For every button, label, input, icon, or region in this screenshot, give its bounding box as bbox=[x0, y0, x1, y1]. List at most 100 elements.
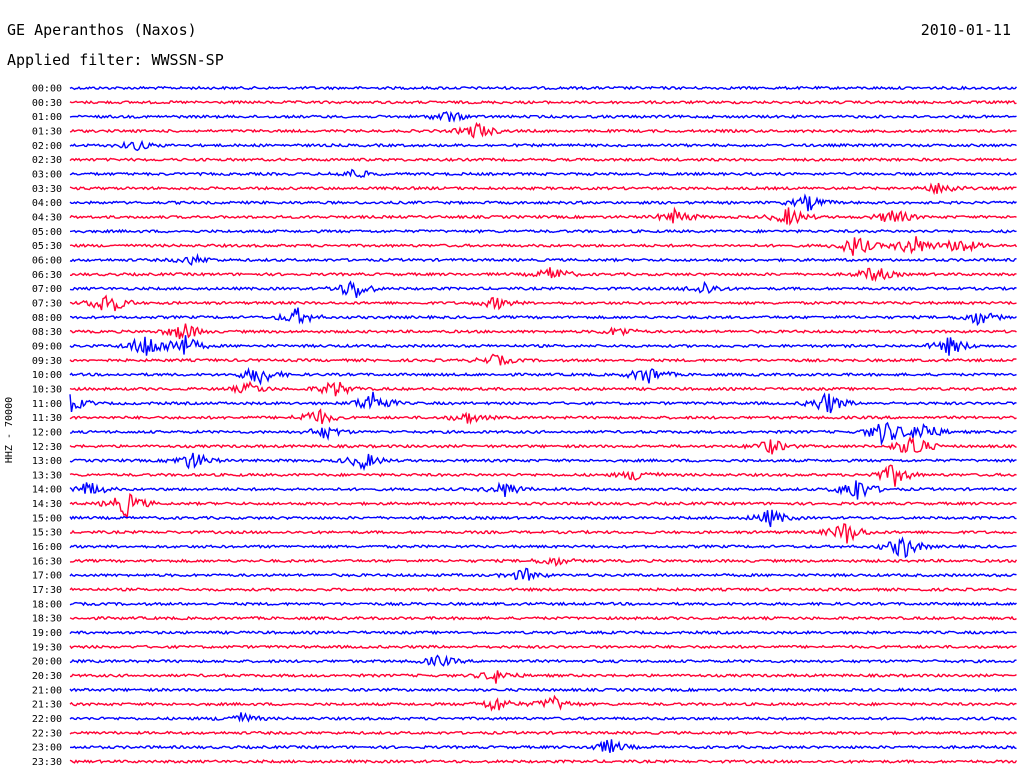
trace-row-1630 bbox=[69, 556, 1018, 568]
trace-row-0600 bbox=[69, 252, 1017, 266]
trace-row-0000 bbox=[69, 85, 1018, 91]
row-time-label: 02:00 bbox=[32, 141, 62, 152]
row-time-label: 16:00 bbox=[32, 542, 62, 553]
row-time-label: 17:00 bbox=[32, 571, 62, 582]
trace-row-1230 bbox=[69, 435, 1017, 455]
trace-row-0900 bbox=[69, 335, 1017, 356]
trace-row-1530 bbox=[70, 523, 1017, 544]
row-time-label: 11:30 bbox=[32, 413, 62, 424]
trace-row-0300 bbox=[69, 168, 1018, 179]
row-time-label: 22:30 bbox=[32, 728, 62, 739]
trace-row-1400 bbox=[69, 480, 1017, 500]
row-time-label: 23:00 bbox=[32, 743, 62, 754]
trace-row-2130 bbox=[69, 694, 1017, 712]
trace-row-0500 bbox=[69, 228, 1017, 234]
trace-row-0930 bbox=[69, 353, 1017, 366]
trace-row-2230 bbox=[69, 730, 1017, 736]
row-time-label: 03:30 bbox=[32, 184, 62, 195]
trace-row-1730 bbox=[69, 586, 1017, 593]
row-time-label: 00:00 bbox=[32, 84, 62, 95]
row-time-label: 21:30 bbox=[32, 700, 62, 711]
row-time-label: 18:30 bbox=[32, 614, 62, 625]
row-time-label: 04:30 bbox=[32, 212, 62, 223]
trace-row-2030 bbox=[69, 670, 1017, 684]
trace-row-1200 bbox=[69, 421, 1017, 447]
row-time-label: 08:30 bbox=[32, 327, 62, 338]
row-time-label: 11:00 bbox=[32, 399, 62, 410]
row-time-label: 02:30 bbox=[32, 155, 62, 166]
trace-row-1900 bbox=[69, 629, 1017, 636]
trace-row-2330 bbox=[69, 758, 1018, 764]
trace-row-2200 bbox=[69, 712, 1017, 723]
record-date: 2010-01-11 bbox=[920, 21, 1011, 39]
trace-row-1500 bbox=[69, 509, 1017, 528]
trace-row-0730 bbox=[69, 294, 1017, 312]
row-time-label: 18:00 bbox=[32, 599, 62, 610]
trace-row-1100 bbox=[69, 391, 1017, 414]
trace-row-1330 bbox=[69, 464, 1017, 487]
trace-row-1430 bbox=[69, 492, 1017, 519]
trace-row-0700 bbox=[69, 280, 1017, 298]
trace-row-0330 bbox=[69, 182, 1017, 196]
row-time-label: 15:30 bbox=[32, 528, 62, 539]
trace-row-1930 bbox=[69, 644, 1017, 650]
row-time-label: 01:00 bbox=[32, 112, 62, 123]
row-time-label: 06:00 bbox=[32, 255, 62, 266]
trace-row-0030 bbox=[69, 99, 1017, 105]
row-time-label: 13:00 bbox=[32, 456, 62, 467]
trace-row-1030 bbox=[69, 380, 1017, 397]
row-time-label: 01:30 bbox=[32, 126, 62, 137]
row-time-label: 06:30 bbox=[32, 270, 62, 281]
row-time-label: 20:30 bbox=[32, 671, 62, 682]
trace-row-1700 bbox=[69, 567, 1017, 581]
filter-label: Applied filter: WWSSN-SP bbox=[7, 51, 224, 69]
trace-row-1800 bbox=[69, 601, 1017, 607]
row-time-label: 03:00 bbox=[32, 169, 62, 180]
row-time-label: 10:00 bbox=[32, 370, 62, 381]
trace-row-1830 bbox=[69, 615, 1017, 621]
station-title: GE Aperanthos (Naxos) bbox=[7, 21, 197, 39]
trace-row-1600 bbox=[69, 536, 1017, 559]
trace-rows bbox=[69, 85, 1018, 764]
row-time-label: 15:00 bbox=[32, 513, 62, 524]
row-time-label: 09:30 bbox=[32, 356, 62, 367]
row-time-label: 09:00 bbox=[32, 341, 62, 352]
row-time-label: 19:00 bbox=[32, 628, 62, 639]
row-time-label: 07:00 bbox=[32, 284, 62, 295]
row-time-label: 12:30 bbox=[32, 442, 62, 453]
trace-row-0400 bbox=[69, 193, 1017, 212]
row-time-label: 00:30 bbox=[32, 98, 62, 109]
trace-row-2300 bbox=[69, 739, 1017, 753]
row-time-label: 20:00 bbox=[32, 657, 62, 668]
trace-row-0800 bbox=[69, 307, 1017, 327]
trace-row-0830 bbox=[69, 323, 1017, 340]
trace-row-1300 bbox=[69, 452, 1017, 472]
trace-row-0630 bbox=[70, 267, 1017, 283]
row-time-label: 07:30 bbox=[32, 298, 62, 309]
row-time-label: 10:30 bbox=[32, 384, 62, 395]
row-time-label: 19:30 bbox=[32, 642, 62, 653]
trace-row-0230 bbox=[69, 157, 1017, 163]
row-time-label: 05:30 bbox=[32, 241, 62, 252]
row-time-label: 08:00 bbox=[32, 313, 62, 324]
row-time-label: 17:30 bbox=[32, 585, 62, 596]
row-time-label: 23:30 bbox=[32, 757, 62, 768]
row-time-label: 22:00 bbox=[32, 714, 62, 725]
row-time-label: 12:00 bbox=[32, 427, 62, 438]
trace-row-0100 bbox=[69, 110, 1017, 123]
row-time-label: 04:00 bbox=[32, 198, 62, 209]
trace-row-2100 bbox=[69, 687, 1018, 693]
row-time-label: 14:00 bbox=[32, 485, 62, 496]
trace-row-0430 bbox=[69, 206, 1017, 226]
trace-row-0530 bbox=[69, 236, 1018, 256]
trace-row-0130 bbox=[69, 121, 1017, 139]
row-time-label: 16:30 bbox=[32, 556, 62, 567]
row-tick-labels: 00:00 00:30 01:00 01:30 02:00 02:30 03:00 03:30… bbox=[32, 84, 62, 769]
row-time-label: 05:00 bbox=[32, 227, 62, 238]
trace-row-2000 bbox=[69, 654, 1017, 667]
trace-row-1000 bbox=[69, 366, 1017, 386]
row-time-label: 14:30 bbox=[32, 499, 62, 510]
trace-row-1130 bbox=[69, 408, 1017, 425]
row-time-label: 21:00 bbox=[32, 685, 62, 696]
